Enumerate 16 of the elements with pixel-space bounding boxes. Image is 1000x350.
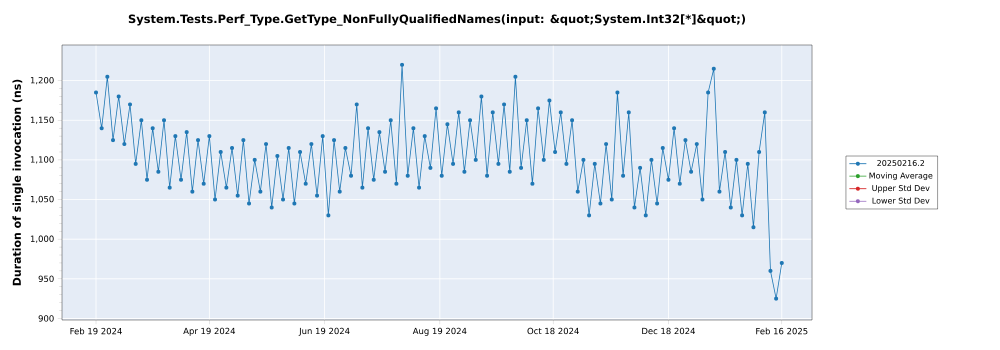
y-tick-label: 1,100	[30, 156, 54, 164]
y-tick-label: 1,050	[30, 196, 54, 204]
y-axis-title: Duration of single invocation (ns)	[12, 80, 24, 286]
chart-title: System.Tests.Perf_Type.GetType_NonFullyQualifiedNames(input: &quot;System.Int32[*]&quot;)	[128, 14, 746, 26]
y-tick-label: 1,000	[30, 236, 54, 243]
y-tick-label: 950	[38, 276, 54, 282]
y-tick-label: 900	[38, 315, 54, 322]
x-tick-label: Feb 16 2025	[756, 328, 808, 334]
x-tick-label: Oct 18 2024	[527, 328, 579, 334]
x-tick-label: Dec 18 2024	[642, 328, 695, 334]
y-tick-label: 1,200	[30, 77, 54, 84]
x-tick-label: Feb 19 2024	[70, 328, 122, 334]
x-tick-label: Jun 19 2024	[298, 328, 350, 336]
x-tick-label: Apr 19 2024	[183, 328, 236, 336]
y-tick-label: 1,150	[30, 116, 54, 124]
x-tick-label: Aug 19 2024	[412, 328, 466, 336]
